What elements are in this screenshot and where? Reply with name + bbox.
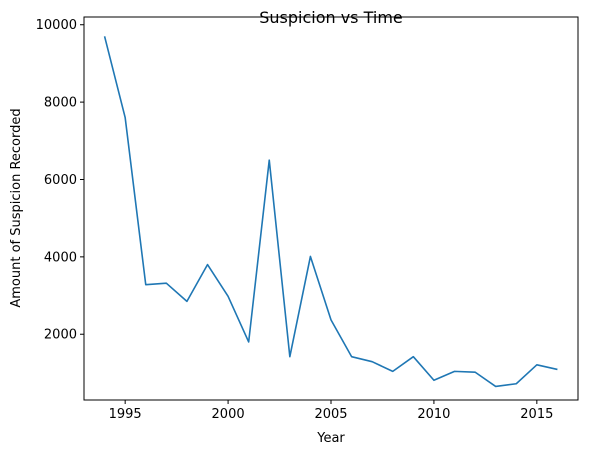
data-point: [433, 379, 435, 381]
data-point: [351, 356, 353, 358]
data-point: [495, 386, 497, 388]
data-point: [268, 159, 270, 161]
data-point: [207, 264, 209, 266]
x-tick-label: 2000: [212, 407, 245, 422]
plot-area: [83, 16, 579, 401]
y-axis-title: Amount of Suspicion Recorded: [9, 108, 24, 307]
data-point: [392, 371, 394, 373]
x-tick-label: 2010: [417, 407, 450, 422]
data-point: [145, 284, 147, 286]
y-tick-label: 8000: [44, 96, 77, 111]
y-tick-label: 10000: [36, 18, 77, 33]
data-point: [104, 36, 106, 38]
x-axis-title: Year: [316, 431, 345, 446]
series-layer: [103, 36, 559, 388]
data-point: [371, 361, 373, 363]
x-tick-label: 1995: [109, 407, 142, 422]
data-point: [166, 282, 168, 284]
data-point: [474, 371, 476, 373]
x-tick-label: 2015: [520, 407, 553, 422]
y-tick-label: 4000: [44, 250, 77, 265]
data-point: [536, 364, 538, 366]
data-point: [330, 319, 332, 321]
y-tick-label: 6000: [44, 173, 77, 188]
data-point: [310, 256, 312, 258]
data-point: [289, 356, 291, 358]
data-point: [413, 356, 415, 358]
data-point: [557, 369, 559, 371]
data-point: [227, 296, 229, 298]
data-point: [454, 371, 456, 373]
data-point: [186, 301, 188, 303]
x-tick-label: 2005: [314, 407, 347, 422]
data-point: [515, 383, 517, 385]
series-line: [103, 36, 558, 388]
data-point: [124, 117, 126, 119]
y-tick-label: 2000: [44, 328, 77, 343]
data-point: [248, 341, 250, 343]
x-axis: 1995 2000 2005 2010 2015: [109, 400, 553, 422]
y-axis: 2000 4000 6000 8000 10000: [36, 18, 84, 343]
